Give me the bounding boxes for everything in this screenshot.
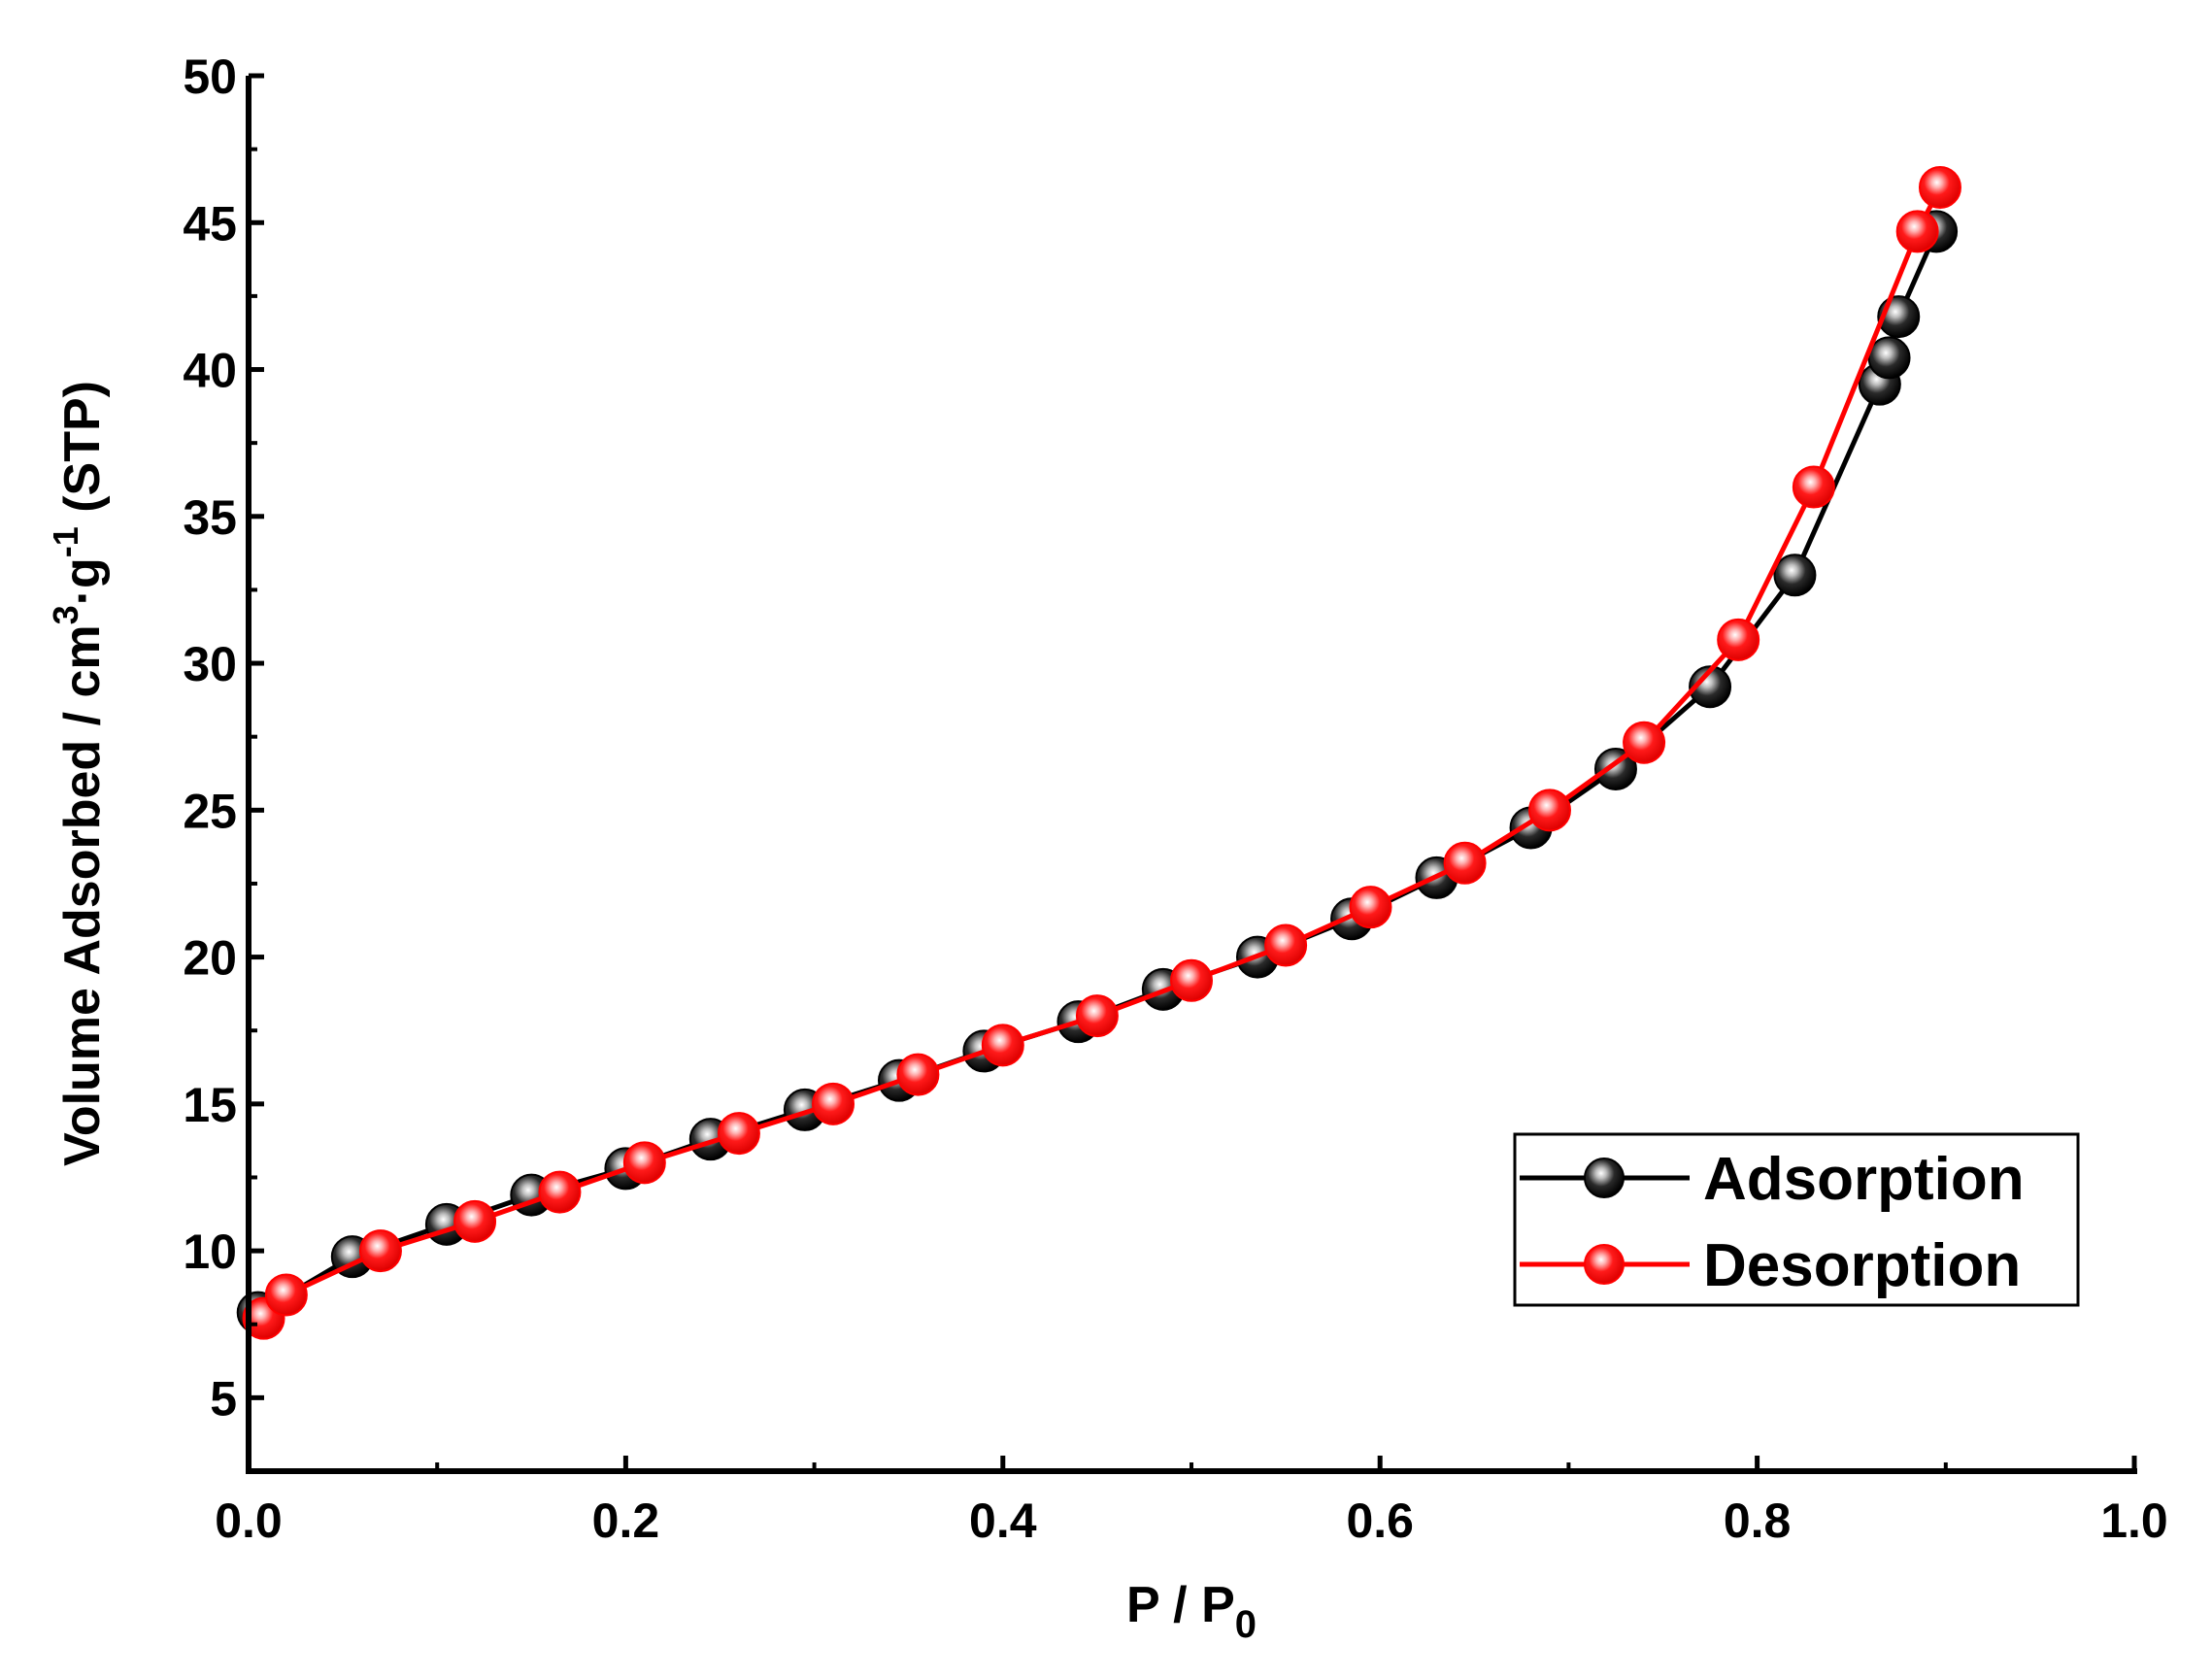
data-point-desorption [981,1024,1024,1067]
data-point-desorption [812,1082,855,1125]
data-point-desorption [453,1199,497,1243]
legend: Adsorption Desorption [1513,1132,2080,1307]
data-point-desorption [1264,923,1308,967]
x-tick-label: 0.8 [1724,1493,1792,1548]
x-tick-label: 0.0 [215,1493,283,1548]
x-tick-label: 1.0 [2100,1493,2168,1548]
axes: 0.0 0.2 0.4 0.6 0.8 1.0 5 10 15 20 25 30 35 40 45 50 [183,50,2167,1548]
data-point-adsorption [1867,336,1911,380]
data-point-desorption [1623,721,1666,764]
y-tick-label: 25 [183,784,237,838]
y-tick-label: 5 [210,1371,237,1426]
legend-adsorption-label: Adsorption [1703,1146,2025,1213]
data-point-desorption [1075,994,1119,1038]
data-point-desorption [1792,465,1835,509]
data-point-desorption [1717,618,1760,661]
legend-desorption-label: Desorption [1703,1232,2021,1299]
y-tick-label: 45 [183,196,237,251]
data-point-desorption [896,1053,940,1096]
y-axis-title: Volume Adsorbed / cm3·g-1 (STP) [46,381,111,1166]
data-point-desorption [1443,841,1487,885]
x-tick-label: 0.2 [592,1493,660,1548]
x-ticks: 0.0 0.2 0.4 0.6 0.8 1.0 [215,1456,2168,1548]
y-axis-title-mid: ·g [54,557,111,605]
x-axis-title-subscript: 0 [1235,1603,1257,1646]
y-tick-label: 40 [183,344,237,398]
series-desorption [242,165,1961,1340]
data-point-adsorption [1689,665,1732,709]
legend-adsorption-marker [1584,1158,1625,1198]
x-axis-title: P / P0 [1126,1577,1257,1646]
y-axis-title-sup1: 3 [46,605,85,624]
y-tick-label: 15 [183,1078,237,1132]
y-tick-label: 10 [183,1225,237,1279]
data-point-adsorption [1593,747,1637,790]
data-point-desorption [358,1229,402,1273]
data-point-desorption [622,1141,666,1185]
data-point-desorption [1895,210,1939,253]
x-tick-label: 0.6 [1346,1493,1414,1548]
y-tick-label: 50 [183,50,237,104]
data-point-desorption [264,1273,308,1317]
y-axis-title-sup2: -1 [46,526,85,557]
data-point-desorption [538,1170,582,1214]
data-point-desorption [1349,886,1392,929]
data-point-desorption [1527,789,1571,832]
data-point-adsorption [1773,554,1817,597]
data-point-desorption [717,1112,760,1156]
x-axis-title-base: P / P [1126,1577,1235,1633]
data-point-desorption [1918,165,1961,209]
data-point-desorption [1170,958,1213,1002]
series-layer [236,165,1961,1340]
y-tick-label: 35 [183,490,237,545]
y-tick-label: 20 [183,931,237,986]
y-tick-label: 30 [183,637,237,691]
y-axis-title-suffix: (STP) [54,381,111,526]
y-axis-title-prefix: Volume Adsorbed / cm [54,624,111,1166]
y-ticks: 5 10 15 20 25 30 35 40 45 50 [183,50,264,1426]
x-tick-label: 0.4 [969,1493,1037,1548]
legend-desorption-marker [1584,1244,1625,1285]
